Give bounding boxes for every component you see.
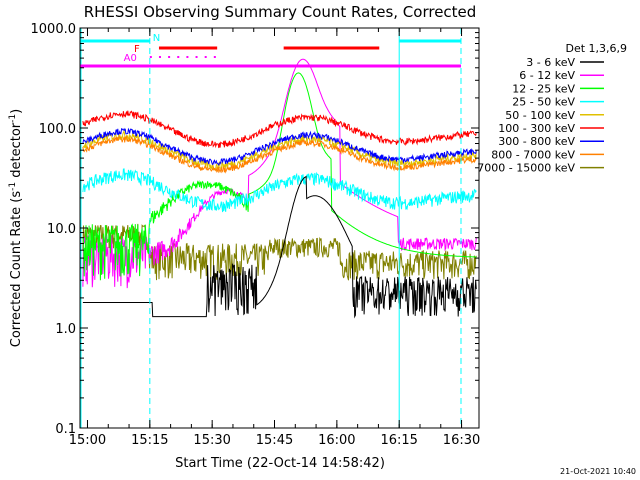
legend-entry: 7000 - 15000 keV	[477, 162, 575, 175]
x-tick-label: 15:00	[69, 433, 106, 448]
y-axis-label-unit: detector	[9, 122, 24, 182]
y-axis-label-exp2: -1	[8, 114, 18, 123]
flag-dot	[204, 56, 207, 58]
y-tick-label: 100.0	[39, 122, 76, 137]
y-tick-label: 0.1	[55, 422, 76, 437]
x-axis-label: Start Time (22-Oct-14 14:58:42)	[175, 456, 385, 471]
x-tick-label: 15:45	[256, 433, 293, 448]
legend-entry: 50 - 100 keV	[505, 109, 575, 122]
y-tick-label: 10.0	[47, 222, 76, 237]
timestamp: 21-Oct-2021 10:40	[560, 467, 636, 476]
legend-entry: 300 - 800 keV	[498, 135, 575, 148]
flare-flag-label: F	[134, 44, 140, 55]
series-line-3	[82, 168, 477, 213]
series-line-0	[82, 175, 477, 319]
legend-entry: 6 - 12 keV	[519, 69, 575, 82]
series-line-7	[82, 135, 477, 174]
flag-dot	[186, 56, 189, 58]
x-tick-label: 15:30	[193, 433, 230, 448]
plot-frame	[79, 27, 480, 429]
attenuator-flag-label: A0	[124, 53, 137, 64]
y-tick-label: 1000.0	[31, 22, 77, 37]
x-axis: 15:00 15:15 15:30 15:45 16:00 16:15 16:30	[69, 28, 480, 448]
y-tick-label: 1.0	[55, 322, 76, 337]
x-tick-label: 16:15	[380, 433, 417, 448]
y-axis-label-close: )	[9, 109, 24, 114]
legend-entry: 3 - 6 keV	[526, 56, 575, 69]
series-line-6	[82, 127, 477, 166]
chart-title: RHESSI Observing Summary Count Rates, Co…	[84, 3, 477, 21]
series-layer	[82, 58, 477, 319]
y-axis: 1000.0 100.0 10.0 1.0 0.1	[31, 22, 479, 437]
flag-dot	[177, 56, 180, 58]
y-axis-label-exp1: -1	[8, 182, 18, 191]
flag-layer: N FA0	[80, 28, 462, 428]
x-tick-label: 16:00	[318, 433, 355, 448]
flag-dot	[149, 56, 152, 58]
flag-dot	[158, 56, 161, 58]
x-tick-label: 15:15	[131, 433, 168, 448]
legend-entry: 100 - 300 keV	[498, 122, 575, 135]
flag-dot	[195, 56, 198, 58]
legend-entry: 800 - 7000 keV	[491, 148, 575, 161]
x-tick-label: 16:30	[443, 433, 480, 448]
flag-dot	[213, 56, 216, 58]
legend-entry: 12 - 25 keV	[512, 82, 575, 95]
legend-title: Det 1,3,6,9	[565, 42, 627, 55]
legend-entry: 25 - 50 keV	[512, 96, 575, 109]
y-axis-label: Corrected Count Rate (s-1 detector-1)	[8, 109, 24, 347]
series-line-5	[82, 110, 477, 149]
y-axis-label-main: Corrected Count Rate (s	[9, 191, 24, 348]
flag-dot	[168, 56, 171, 58]
night-flag-label: N	[153, 33, 160, 44]
